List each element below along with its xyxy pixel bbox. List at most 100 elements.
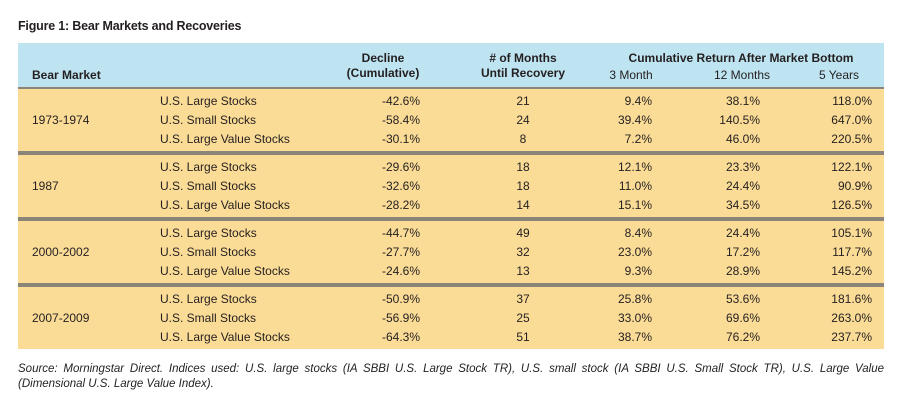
cell-asset: U.S. Large Stocks xyxy=(160,160,257,174)
cell-3-month: 8.4% xyxy=(624,226,652,240)
band-separator xyxy=(18,283,884,287)
bear-market-period: 1987 xyxy=(32,179,59,193)
table-row: U.S. Small Stocks -56.9% 25 33.0% 69.6% 263.0… xyxy=(18,309,884,328)
cell-months: 18 xyxy=(516,160,530,174)
cell-5-years: 237.7% xyxy=(831,330,872,344)
cell-12-months: 69.6% xyxy=(725,311,760,325)
table-row: U.S. Large Stocks -50.9% 37 25.8% 53.6% 181.6… xyxy=(18,290,884,309)
figure-title: Figure 1: Bear Markets and Recoveries xyxy=(18,19,242,33)
cell-decline: -30.1% xyxy=(381,132,420,146)
cell-asset: U.S. Large Stocks xyxy=(160,94,257,108)
cell-decline: -29.6% xyxy=(381,160,420,174)
cell-12-months: 140.5% xyxy=(719,113,760,127)
cell-decline: -50.9% xyxy=(381,292,420,306)
cell-12-months: 17.2% xyxy=(725,245,760,259)
source-note: Source: Morningstar Direct. Indices used… xyxy=(18,363,884,390)
table-row: U.S. Small Stocks -27.7% 32 23.0% 17.2% 117.7… xyxy=(18,243,884,262)
cell-months: 37 xyxy=(516,292,530,306)
cell-5-years: 105.1% xyxy=(831,226,872,240)
bear-market-group: 2007-2009 U.S. Large Stocks -50.9% 37 25.8% 5… xyxy=(18,287,884,349)
cell-decline: -24.6% xyxy=(381,264,420,278)
cell-5-years: 122.1% xyxy=(831,160,872,174)
cell-decline: -58.4% xyxy=(381,113,420,127)
header-5-years: 5 Years xyxy=(818,68,860,82)
cell-months: 8 xyxy=(519,132,527,146)
table-row: U.S. Large Stocks -29.6% 18 12.1% 23.3% 122.1… xyxy=(18,158,884,177)
cell-decline: -64.3% xyxy=(381,330,420,344)
cell-5-years: 126.5% xyxy=(831,198,872,212)
cell-decline: -42.6% xyxy=(381,94,420,108)
header-12-months: 12 Months xyxy=(713,68,771,82)
cell-5-years: 118.0% xyxy=(832,94,872,108)
table-row: U.S. Large Value Stocks -64.3% 51 38.7% 76.2… xyxy=(18,328,884,347)
cell-3-month: 39.4% xyxy=(617,113,652,127)
cell-5-years: 263.0% xyxy=(831,311,872,325)
cell-asset: U.S. Large Value Stocks xyxy=(160,330,290,344)
table-row: U.S. Large Stocks -44.7% 49 8.4% 24.4% 105.1% xyxy=(18,224,884,243)
bear-market-period: 2007-2009 xyxy=(32,311,90,325)
table-row: U.S. Small Stocks -32.6% 18 11.0% 24.4% 90.9% xyxy=(18,177,884,196)
cell-asset: U.S. Large Value Stocks xyxy=(160,132,290,146)
cell-3-month: 25.8% xyxy=(617,292,652,306)
cell-decline: -56.9% xyxy=(381,311,420,325)
cell-months: 25 xyxy=(516,311,530,325)
table-row: U.S. Large Value Stocks -24.6% 13 9.3% 28.9%… xyxy=(18,262,884,281)
cell-3-month: 9.4% xyxy=(624,94,652,108)
header-months-line2: Until Recovery xyxy=(480,66,566,80)
bear-markets-table: Bear Market Decline (Cumulative) # of Mo… xyxy=(18,43,884,349)
cell-3-month: 38.7% xyxy=(617,330,652,344)
cell-3-month: 9.3% xyxy=(624,264,652,278)
cell-12-months: 23.3% xyxy=(725,160,760,174)
cell-3-month: 11.0% xyxy=(618,179,652,193)
table-header: Bear Market Decline (Cumulative) # of Mo… xyxy=(18,43,884,87)
cell-5-years: 90.9% xyxy=(837,179,872,193)
band-separator xyxy=(18,217,884,221)
cell-5-years: 647.0% xyxy=(831,113,872,127)
cell-months: 13 xyxy=(516,264,530,278)
cell-asset: U.S. Large Value Stocks xyxy=(160,264,290,278)
cell-decline: -44.7% xyxy=(381,226,420,240)
header-decline-line2: (Cumulative) xyxy=(346,66,420,80)
bear-market-group: 1987 U.S. Large Stocks -29.6% 18 12.1% 23.3% 1… xyxy=(18,155,884,217)
cell-asset: U.S. Small Stocks xyxy=(160,113,257,127)
cell-5-years: 145.2% xyxy=(831,264,872,278)
cell-asset: U.S. Large Value Stocks xyxy=(160,198,290,212)
table-row: U.S. Large Stocks -42.6% 21 9.4% 38.1% 118.0% xyxy=(18,92,884,111)
cell-decline: -28.2% xyxy=(381,198,420,212)
cell-decline: -32.6% xyxy=(381,179,420,193)
cell-months: 49 xyxy=(516,226,530,240)
cell-asset: U.S. Small Stocks xyxy=(160,179,257,193)
header-decline-line1: Decline xyxy=(361,51,405,65)
bear-market-group: 1973-1974 U.S. Large Stocks -42.6% 21 9.4% 38… xyxy=(18,87,884,151)
bear-market-period: 2000-2002 xyxy=(32,245,90,259)
cell-3-month: 15.1% xyxy=(617,198,652,212)
cell-12-months: 53.6% xyxy=(725,292,760,306)
cell-months: 14 xyxy=(516,198,530,212)
cell-months: 51 xyxy=(516,330,530,344)
table-body: 1973-1974 U.S. Large Stocks -42.6% 21 9.4% 38… xyxy=(18,87,884,349)
cell-asset: U.S. Large Stocks xyxy=(160,292,257,306)
table-row: U.S. Small Stocks -58.4% 24 39.4% 140.5% 647.… xyxy=(18,111,884,130)
cell-3-month: 33.0% xyxy=(617,311,652,325)
cell-12-months: 38.1% xyxy=(725,94,760,108)
cell-12-months: 46.0% xyxy=(725,132,760,146)
cell-12-months: 24.4% xyxy=(725,226,760,240)
header-cumulative-return: Cumulative Return After Market Bottom xyxy=(628,51,854,65)
bear-market-group: 2000-2002 U.S. Large Stocks -44.7% 49 8.4% 24… xyxy=(18,221,884,283)
header-bear-market: Bear Market xyxy=(32,68,101,82)
cell-12-months: 24.4% xyxy=(725,179,760,193)
cell-months: 24 xyxy=(516,113,530,127)
header-months: # of Months Until Recovery xyxy=(453,51,593,81)
cell-5-years: 181.6% xyxy=(831,292,872,306)
table-row: U.S. Large Value Stocks -28.2% 14 15.1% 34.5… xyxy=(18,196,884,215)
bear-market-period: 1973-1974 xyxy=(32,113,90,127)
header-decline: Decline (Cumulative) xyxy=(318,51,448,81)
cell-3-month: 7.2% xyxy=(624,132,652,146)
cell-12-months: 28.9% xyxy=(725,264,760,278)
cell-months: 21 xyxy=(516,94,530,108)
cell-asset: U.S. Small Stocks xyxy=(160,311,257,325)
cell-months: 18 xyxy=(516,179,530,193)
cell-12-months: 34.5% xyxy=(725,198,760,212)
header-months-line1: # of Months xyxy=(489,51,557,65)
table-row: U.S. Large Value Stocks -30.1% 8 7.2% 46.0% 2… xyxy=(18,130,884,149)
